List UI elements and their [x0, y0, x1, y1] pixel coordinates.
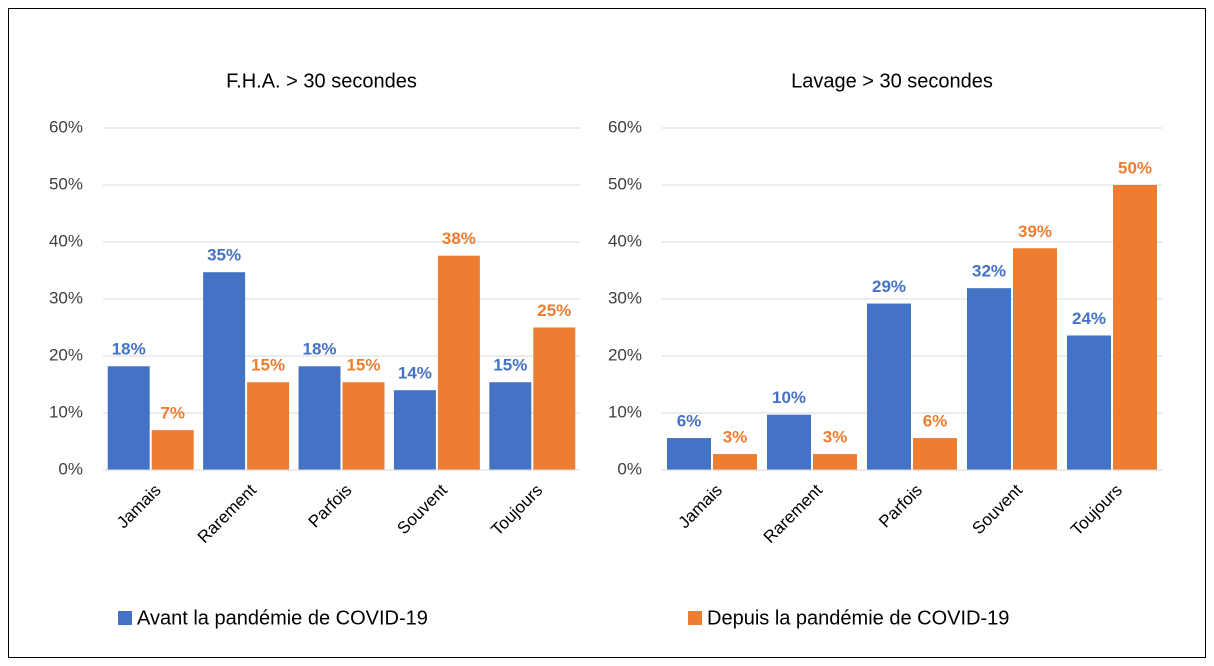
- bar: [393, 390, 436, 470]
- y-tick-label: 60%: [49, 117, 83, 136]
- y-tick-label: 30%: [49, 288, 83, 307]
- legend-label: Depuis la pandémie de COVID-19: [707, 607, 1009, 629]
- bar: [437, 255, 480, 470]
- data-label: 25%: [537, 301, 571, 320]
- y-tick-label: 10%: [608, 402, 642, 421]
- chart-title: Lavage > 30 secondes: [791, 70, 993, 92]
- data-label: 32%: [972, 262, 1006, 281]
- y-tick-label: 50%: [608, 174, 642, 193]
- data-label: 15%: [346, 356, 380, 375]
- bar: [489, 382, 532, 470]
- bar: [1067, 335, 1111, 470]
- bar: [151, 430, 194, 470]
- bar: [298, 366, 341, 470]
- data-label: 35%: [207, 246, 241, 265]
- data-label: 7%: [160, 404, 185, 423]
- bar: [667, 438, 711, 470]
- bar: [913, 438, 957, 470]
- y-tick-label: 0%: [617, 459, 642, 478]
- bar: [1013, 248, 1057, 470]
- data-label: 10%: [772, 388, 806, 407]
- y-tick-label: 20%: [608, 345, 642, 364]
- y-tick-label: 0%: [58, 459, 83, 478]
- bar: [713, 454, 757, 470]
- y-tick-label: 20%: [49, 345, 83, 364]
- y-tick-label: 40%: [49, 231, 83, 250]
- data-label: 14%: [398, 364, 432, 383]
- data-label: 18%: [112, 340, 146, 359]
- legend-swatch: [118, 611, 132, 625]
- y-tick-label: 50%: [49, 174, 83, 193]
- data-label: 15%: [493, 356, 527, 375]
- data-label: 29%: [872, 277, 906, 296]
- data-label: 50%: [1118, 158, 1152, 177]
- bar: [1113, 185, 1157, 470]
- data-label: 15%: [251, 356, 285, 375]
- data-label: 6%: [923, 412, 948, 431]
- data-label: 3%: [723, 428, 748, 447]
- bar: [342, 382, 385, 470]
- bar: [107, 366, 150, 470]
- bar: [203, 272, 246, 470]
- bar: [867, 303, 911, 470]
- chart-title: F.H.A. > 30 secondes: [226, 70, 417, 92]
- y-tick-label: 30%: [608, 288, 642, 307]
- bar: [247, 382, 290, 470]
- bar: [533, 327, 576, 470]
- data-label: 38%: [442, 229, 476, 248]
- bar: [767, 414, 811, 470]
- y-tick-label: 40%: [608, 231, 642, 250]
- data-label: 39%: [1018, 222, 1052, 241]
- bar: [967, 288, 1011, 470]
- bar: [813, 454, 857, 470]
- y-tick-label: 10%: [49, 402, 83, 421]
- data-label: 18%: [302, 340, 336, 359]
- y-tick-label: 60%: [608, 117, 642, 136]
- data-label: 24%: [1072, 309, 1106, 328]
- legend-label: Avant la pandémie de COVID-19: [137, 607, 428, 629]
- data-label: 3%: [823, 428, 848, 447]
- data-label: 6%: [677, 412, 702, 431]
- legend-swatch: [688, 611, 702, 625]
